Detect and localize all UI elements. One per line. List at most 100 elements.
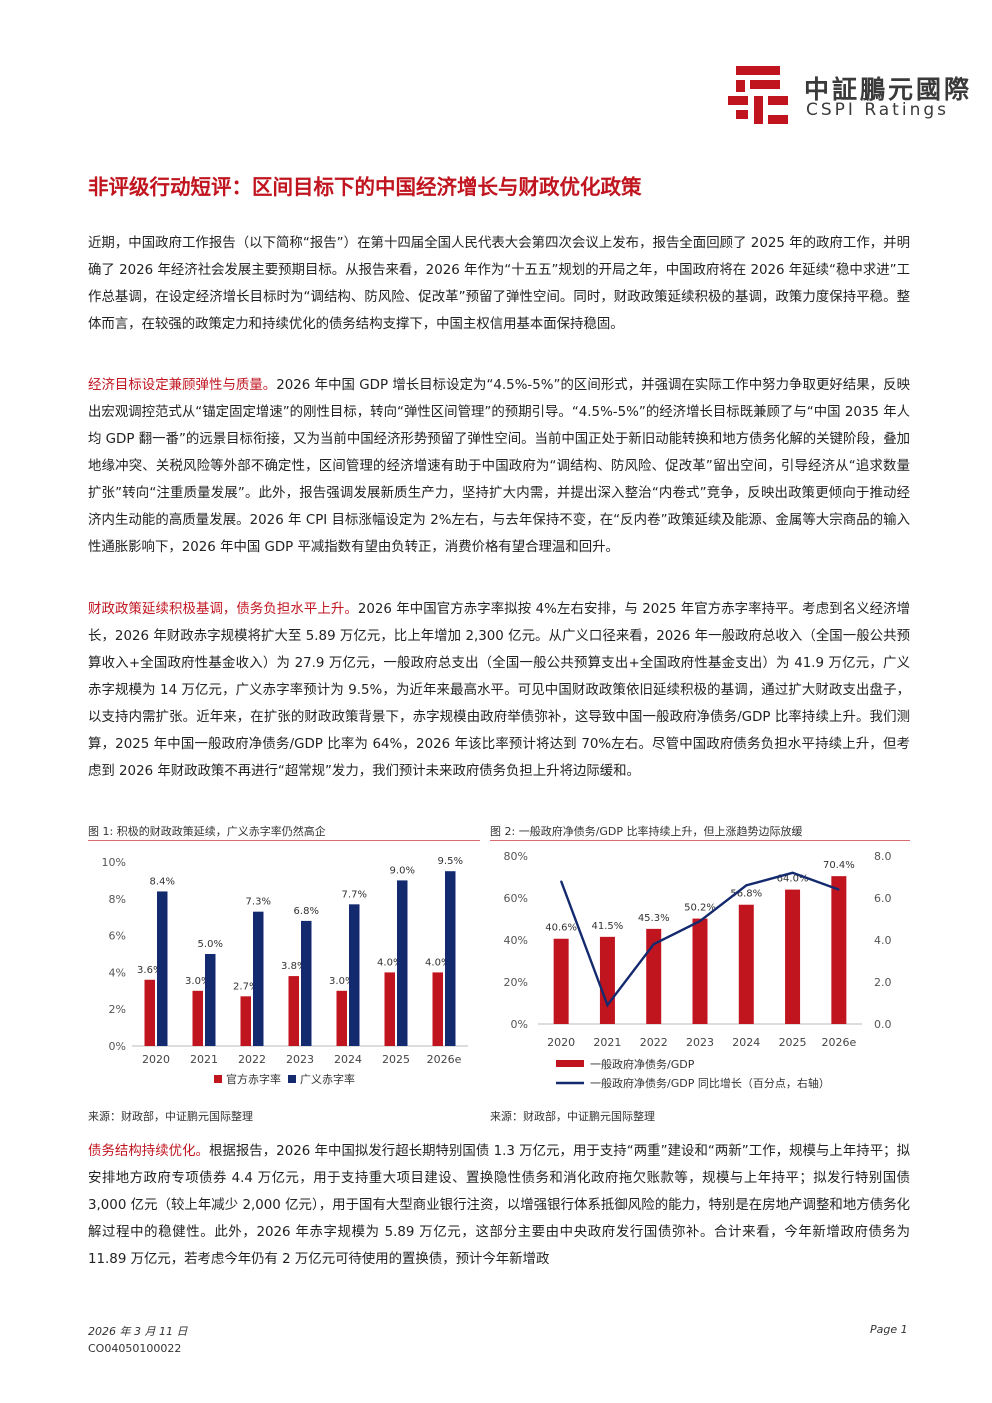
bar-data-label: 6.8% [294, 906, 319, 917]
legend-swatch-bar [556, 1060, 584, 1067]
figure1-caption: 图 1: 积极的财政政策延续，广义赤字率仍然高企 [88, 825, 326, 838]
bar-data-label: 3.6% [137, 965, 162, 976]
bar-data-label: 3.0% [185, 976, 210, 987]
bar-data-label: 5.0% [198, 939, 223, 950]
bar-net-debt-ratio [599, 936, 615, 1024]
bar-broad-deficit [445, 871, 456, 1046]
x-axis-tick-label: 2022 [640, 1036, 668, 1049]
bar-data-label: 4.0% [425, 957, 450, 968]
logo-english-name: CSPI Ratings [806, 100, 949, 120]
bar-broad-deficit [397, 880, 408, 1046]
bar-data-label: 9.0% [390, 865, 415, 876]
bar-data-label: 9.5% [438, 856, 463, 867]
report-title: 非评级行动短评：区间目标下的中国经济增长与财政优化政策 [88, 175, 642, 199]
x-axis-tick-label: 2023 [686, 1036, 714, 1049]
line-point [606, 1004, 609, 1006]
bar-official-deficit [336, 990, 347, 1046]
legend-label: 一般政府净债务/GDP [590, 1057, 695, 1071]
x-axis-tick-label: 2021 [190, 1053, 218, 1066]
bar-net-debt-ratio [831, 876, 847, 1024]
paragraph-fiscal-heading: 财政政策延续积极基调，债务负担水平上升。 [88, 602, 358, 617]
bar-official-deficit [192, 990, 203, 1046]
paragraph-growth-target: 经济目标设定兼顾弹性与质量。2026 年中国 GDP 增长目标设定为“4.5%-… [88, 372, 910, 561]
bar-net-debt-ratio [646, 928, 662, 1024]
line-point [699, 920, 701, 922]
x-axis-tick-label: 2025 [779, 1036, 807, 1049]
company-logo: 中証鵬元國際 CSPI Ratings [728, 66, 969, 126]
y-axis-tick-label: 2% [109, 1003, 126, 1016]
legend-label: 官方赤字率 [226, 1072, 281, 1086]
bar-data-label: 3.0% [329, 976, 354, 987]
bar-data-label: 40.6% [545, 923, 577, 934]
x-axis-tick-label: 2024 [732, 1036, 760, 1049]
paragraph-growth-heading: 经济目标设定兼顾弹性与质量。 [88, 378, 277, 393]
paragraph-intro: 近期，中国政府工作报告（以下简称“报告”）在第十四届全国人民代表大会第四次会议上… [88, 230, 910, 338]
left-axis-tick-label: 80% [504, 850, 528, 863]
x-axis-tick-label: 2022 [238, 1053, 266, 1066]
right-axis-tick-label: 4.0 [874, 934, 892, 947]
right-axis-tick-label: 0.0 [874, 1018, 892, 1031]
line-point [745, 884, 748, 887]
bar-data-label: 2.7% [233, 981, 258, 992]
bar-data-label: 7.7% [342, 889, 367, 900]
left-axis-tick-label: 20% [504, 976, 528, 989]
y-axis-tick-label: 0% [109, 1040, 126, 1053]
footer-date: 2026 年 3 月 11 日 [88, 1325, 188, 1338]
logo-mark-icon [728, 66, 788, 124]
bar-data-label: 3.8% [281, 961, 306, 972]
bar-data-label: 70.4% [823, 860, 855, 871]
bar-data-label: 45.3% [638, 913, 670, 924]
left-axis-tick-label: 60% [504, 892, 528, 905]
footer-page-number: Page 1 [870, 1323, 908, 1336]
paragraph-debt-text: 根据报告，2026 年中国拟发行超长期特别国债 1.3 万亿元，用于支持“两重”… [88, 1144, 910, 1267]
x-axis-tick-label: 2020 [142, 1053, 170, 1066]
x-axis-tick-label: 2025 [382, 1053, 410, 1066]
line-point [652, 943, 655, 945]
bar-broad-deficit [349, 904, 360, 1046]
bar-net-debt-ratio [785, 889, 801, 1024]
bar-official-deficit [240, 996, 251, 1046]
bar-data-label: 4.0% [377, 957, 402, 968]
bar-net-debt-ratio [692, 918, 708, 1024]
line-point [791, 872, 794, 874]
y-axis-tick-label: 4% [109, 966, 126, 979]
line-point [560, 880, 562, 882]
x-axis-tick-label: 2024 [334, 1053, 362, 1066]
left-axis-tick-label: 0% [511, 1018, 528, 1031]
bar-broad-deficit [253, 911, 264, 1046]
paragraph-intro-text: 近期，中国政府工作报告（以下简称“报告”）在第十四届全国人民代表大会第四次会议上… [88, 236, 910, 332]
x-axis-tick-label: 2023 [286, 1053, 314, 1066]
paragraph-fiscal-policy: 财政政策延续积极基调，债务负担水平上升。2026 年中国官方赤字率拟按 4%左右… [88, 596, 910, 785]
legend-swatch [214, 1075, 222, 1083]
right-axis-tick-label: 2.0 [874, 976, 892, 989]
x-axis-tick-label: 2026e [427, 1053, 462, 1066]
bar-broad-deficit [157, 891, 168, 1046]
bar-data-label: 7.3% [246, 897, 271, 908]
bar-data-label: 64.0% [777, 874, 809, 885]
line-point [838, 888, 840, 891]
legend-label: 一般政府净债务/GDP 同比增长（百分点，右轴） [590, 1076, 830, 1090]
y-axis-tick-label: 8% [109, 893, 126, 906]
x-axis-tick-label: 2020 [547, 1036, 575, 1049]
figure2-caption: 图 2: 一般政府净债务/GDP 比率持续上升，但上涨趋势边际放缓 [490, 825, 803, 838]
right-axis-tick-label: 8.0 [874, 850, 892, 863]
bar-data-label: 56.8% [730, 889, 762, 900]
left-axis-tick-label: 40% [504, 934, 528, 947]
bar-data-label: 41.5% [592, 921, 624, 932]
bar-official-deficit [432, 972, 443, 1046]
paragraph-debt-heading: 债务结构持续优化。 [88, 1144, 209, 1159]
bar-data-label: 8.4% [150, 876, 175, 887]
right-axis-tick-label: 6.0 [874, 892, 892, 905]
bar-official-deficit [384, 972, 395, 1046]
paragraph-growth-text: 2026 年中国 GDP 增长目标设定为“4.5%-5%”的区间形式，并强调在实… [88, 378, 911, 555]
y-axis-tick-label: 6% [109, 930, 126, 943]
legend-swatch [288, 1075, 296, 1083]
y-axis-tick-label: 10% [102, 856, 126, 869]
bar-net-debt-ratio [738, 904, 754, 1024]
logo-chinese-name: 中証鵬元國際 [804, 75, 973, 104]
legend-label: 广义赤字率 [300, 1072, 355, 1086]
bar-broad-deficit [301, 920, 312, 1046]
bar-data-label: 50.2% [684, 903, 716, 914]
paragraph-fiscal-text: 2026 年中国官方赤字率拟按 4%左右安排，与 2025 年官方赤字率持平。考… [88, 602, 910, 779]
figure2-source: 来源：财政部，中证鹏元国际整理 [490, 1110, 655, 1123]
